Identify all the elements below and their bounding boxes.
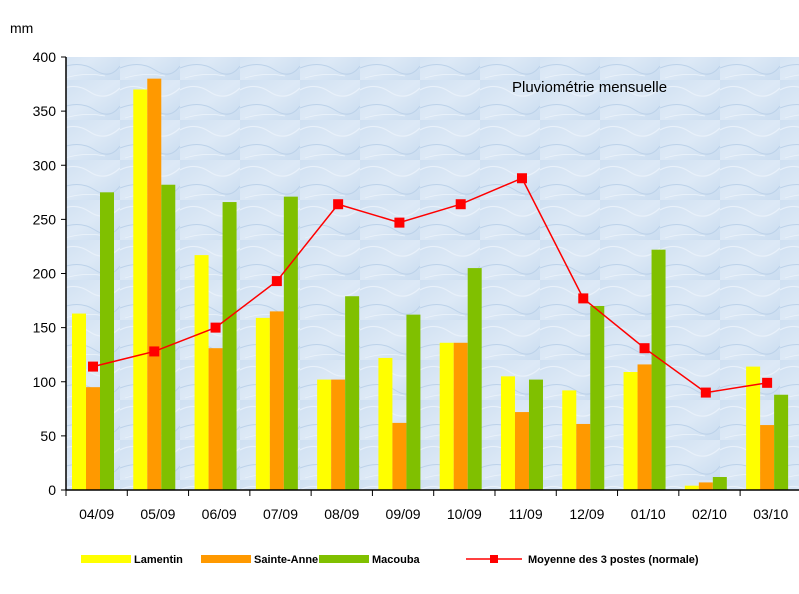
bar-macouba (283, 196, 298, 490)
bar-macouba (345, 296, 360, 490)
y-tick-label: 250 (33, 211, 57, 227)
y-axis: 0 50 100 150 200 250 300 350 400 (33, 49, 66, 498)
y-tick-label: 400 (33, 49, 57, 65)
y-axis-unit-label: mm (10, 20, 33, 36)
y-tick-label: 0 (48, 482, 56, 498)
legend-label: Sainte-Anne (254, 554, 318, 566)
bar-sainte-anne (269, 311, 284, 490)
x-tick-label: 11/09 (509, 506, 543, 522)
bar-macouba (467, 268, 482, 490)
bar-sainte-anne (453, 342, 468, 490)
bar-sainte-anne (698, 482, 713, 490)
bar-series-group (72, 78, 789, 491)
legend-marker (490, 555, 498, 563)
x-tick-label: 07/09 (263, 506, 298, 522)
bar-macouba (712, 477, 727, 490)
average-line-marker (516, 173, 527, 184)
legend-label: Moyenne des 3 postes (normale) (528, 554, 699, 566)
bar-macouba (590, 305, 605, 490)
x-tick-label: 02/10 (692, 506, 727, 522)
average-line (92, 177, 768, 394)
bar-lamentin (623, 372, 638, 490)
average-line-marker (700, 387, 711, 398)
average-line-marker (639, 343, 650, 354)
bar-sainte-anne (147, 78, 162, 491)
y-tick-label: 350 (33, 103, 57, 119)
average-line-marker (578, 293, 589, 304)
bar-sainte-anne (208, 348, 223, 490)
chart-title: Pluviométrie mensuelle (512, 79, 667, 96)
average-line-marker (210, 322, 221, 333)
bar-lamentin (684, 485, 699, 490)
bar-sainte-anne (514, 412, 529, 490)
bar-lamentin (439, 342, 454, 490)
bar-sainte-anne (86, 387, 100, 490)
x-tick-label: 05/09 (140, 506, 175, 522)
bar-macouba (100, 192, 114, 490)
average-line-marker (88, 361, 98, 372)
x-tick-label: 04/09 (79, 506, 114, 522)
legend-item: Moyenne des 3 postes (normale) (466, 554, 699, 566)
legend-item: Lamentin (81, 554, 183, 566)
average-line-marker (762, 377, 773, 388)
legend-item: Sainte-Anne (201, 554, 318, 566)
bar-lamentin (72, 313, 86, 490)
bar-sainte-anne (576, 423, 591, 490)
bar-macouba (774, 394, 789, 490)
x-axis: 04/09 05/09 06/09 07/09 08/09 09/09 10/09 11/09… (65, 490, 788, 522)
bar-sainte-anne (392, 422, 407, 490)
bar-macouba (528, 379, 543, 490)
bar-lamentin (133, 89, 148, 490)
bar-macouba (651, 249, 666, 490)
bar-sainte-anne (331, 379, 346, 490)
x-tick-label: 01/10 (631, 506, 666, 522)
y-tick-label: 150 (33, 320, 57, 336)
average-line-marker (333, 199, 344, 210)
x-tick-label: 12/09 (569, 506, 604, 522)
average-line-marker (455, 199, 466, 210)
legend-swatch (81, 555, 131, 563)
bar-lamentin (562, 390, 577, 490)
plot-background (66, 57, 799, 490)
y-tick-label: 300 (33, 157, 57, 173)
legend-label: Macouba (372, 554, 421, 566)
bar-macouba (161, 184, 176, 491)
bar-sainte-anne (637, 364, 652, 490)
legend: Lamentin Sainte-Anne Macouba Moyenne des 3 … (81, 554, 699, 566)
x-tick-label: 10/09 (447, 506, 482, 522)
legend-swatch (201, 555, 251, 563)
bar-lamentin (194, 255, 209, 490)
bar-lamentin (255, 317, 270, 490)
average-line-series (88, 173, 773, 398)
bar-macouba (222, 202, 237, 490)
x-tick-label: 06/09 (202, 506, 237, 522)
x-tick-label: 09/09 (386, 506, 421, 522)
legend-item: Macouba (319, 554, 421, 566)
legend-label: Lamentin (134, 554, 183, 566)
bar-lamentin (500, 376, 515, 490)
bar-macouba (406, 314, 421, 490)
bar-lamentin (746, 366, 761, 490)
average-line-marker (149, 346, 160, 357)
x-tick-label: 03/10 (753, 506, 788, 522)
average-line-marker (394, 217, 405, 228)
bar-sainte-anne (760, 425, 775, 490)
average-line-marker (271, 276, 282, 287)
y-tick-label: 100 (33, 374, 57, 390)
bar-lamentin (317, 379, 332, 490)
legend-swatch (319, 555, 369, 563)
y-tick-label: 50 (40, 428, 56, 444)
bar-lamentin (378, 357, 393, 490)
y-tick-label: 200 (33, 266, 57, 282)
x-tick-label: 08/09 (324, 506, 359, 522)
